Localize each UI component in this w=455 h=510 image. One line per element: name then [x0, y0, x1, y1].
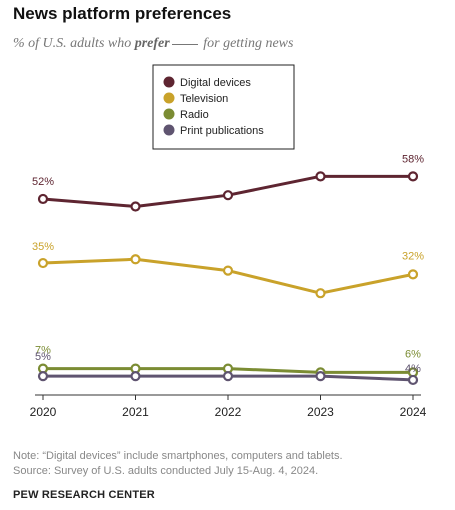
- note-text: Note: “Digital devices” include smartpho…: [13, 450, 343, 462]
- chart-title: News platform preferences: [13, 4, 232, 23]
- data-point: [407, 171, 419, 182]
- chart-notes: Note: “Digital devices” include smartpho…: [13, 449, 343, 479]
- data-label-radio: 6%: [405, 348, 421, 360]
- x-tick-label: 2023: [307, 405, 334, 419]
- subtitle-emphasis: prefer: [134, 36, 170, 51]
- data-point: [315, 288, 326, 299]
- data-label-digital-devices: 58%: [402, 153, 424, 165]
- data-point: [37, 193, 49, 205]
- x-axis: 2020 2021 2022 2023 2024: [30, 394, 427, 419]
- legend-marker-television: [163, 92, 175, 104]
- series-digital-devices: [37, 171, 419, 212]
- data-label-print-publications: 4%: [405, 363, 421, 375]
- data-labels: 52% 58% 35% 32% 7% 6% 5% 4%: [32, 153, 424, 375]
- data-label-digital-devices: 52%: [32, 176, 54, 188]
- data-point: [407, 374, 419, 386]
- chart-subtitle: % of U.S. adults who prefer for getting …: [13, 36, 293, 52]
- legend-marker-radio: [163, 108, 175, 120]
- data-label-television: 32%: [402, 250, 424, 262]
- organization-name: PEW RESEARCH CENTER: [13, 489, 155, 501]
- x-tick-label: 2024: [400, 405, 427, 419]
- legend-box: [152, 64, 295, 150]
- x-tick-label: 2022: [215, 405, 242, 419]
- x-tick-label: 2021: [122, 405, 149, 419]
- legend-label-print-publications: Print publications: [180, 125, 264, 137]
- line-chart: Digital devices Television Radio Print publ…: [30, 64, 427, 419]
- x-tick-label: 2020: [30, 405, 57, 419]
- data-point: [315, 371, 326, 382]
- data-point: [222, 371, 234, 382]
- subtitle-suffix: for getting news: [199, 36, 294, 51]
- data-point: [37, 371, 49, 382]
- data-point: [222, 190, 234, 201]
- data-point: [407, 269, 419, 280]
- data-point: [130, 201, 141, 212]
- data-point: [37, 257, 49, 269]
- data-point: [315, 171, 326, 182]
- series-television: [37, 254, 419, 299]
- legend-label-radio: Radio: [180, 109, 209, 121]
- data-label-print-publications: 5%: [35, 351, 51, 363]
- legend-label-digital-devices: Digital devices: [180, 77, 251, 89]
- data-point: [130, 371, 141, 382]
- legend-label-television: Television: [180, 93, 228, 105]
- legend-marker-print-publications: [163, 124, 175, 136]
- subtitle-prefix: % of U.S. adults who: [13, 36, 135, 51]
- data-point: [222, 265, 234, 276]
- series-radio: [37, 363, 419, 378]
- legend: Digital devices Television Radio Print publ…: [152, 64, 295, 150]
- data-label-television: 35%: [32, 241, 54, 253]
- data-label-radio: 7%: [35, 345, 51, 357]
- subtitle-blank: [171, 44, 198, 45]
- source-text: Source: Survey of U.S. adults conducted …: [13, 465, 319, 477]
- series-layer: [37, 171, 419, 386]
- data-point: [130, 254, 141, 265]
- legend-marker-digital-devices: [163, 76, 175, 88]
- series-print-publications: [37, 371, 419, 386]
- series-line: [42, 257, 414, 295]
